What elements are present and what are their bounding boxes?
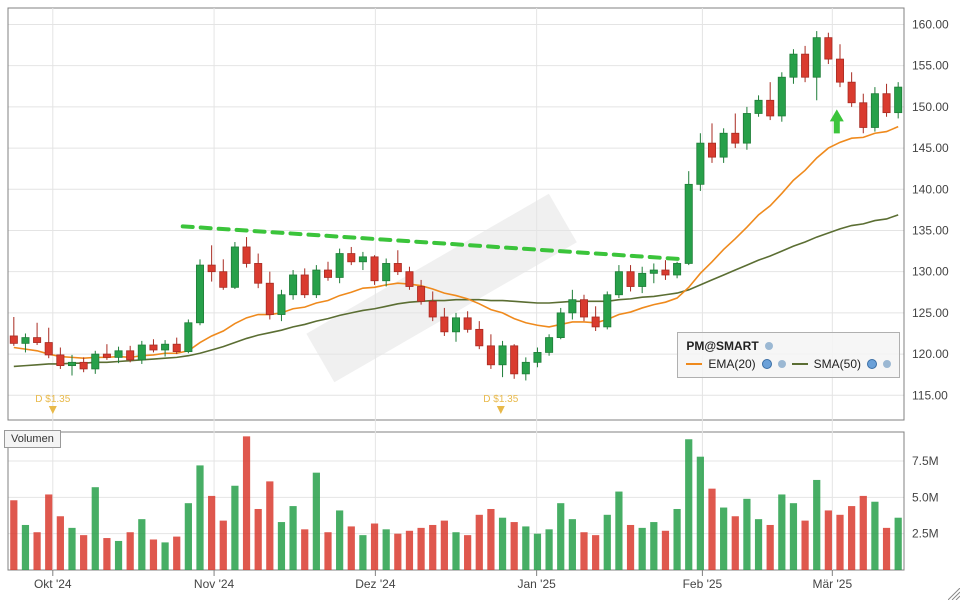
svg-text:125.00: 125.00 bbox=[912, 306, 949, 320]
svg-text:2.5M: 2.5M bbox=[912, 527, 939, 541]
svg-text:Feb '25: Feb '25 bbox=[683, 577, 723, 591]
svg-text:160.00: 160.00 bbox=[912, 17, 949, 31]
svg-text:115.00: 115.00 bbox=[912, 388, 948, 402]
legend-title: PM@SMART bbox=[686, 339, 758, 353]
legend-settings-ema-icon[interactable] bbox=[778, 360, 786, 368]
svg-text:135.00: 135.00 bbox=[912, 223, 949, 237]
svg-text:130.00: 130.00 bbox=[912, 265, 949, 279]
svg-text:Dez '24: Dez '24 bbox=[355, 577, 396, 591]
svg-text:Nov '24: Nov '24 bbox=[194, 577, 235, 591]
svg-text:150.00: 150.00 bbox=[912, 100, 949, 114]
legend-label-ema: EMA(20) bbox=[708, 357, 755, 371]
legend-toggle-sma-icon[interactable] bbox=[867, 359, 877, 369]
svg-text:Mär '25: Mär '25 bbox=[812, 577, 852, 591]
svg-text:Okt '24: Okt '24 bbox=[34, 577, 72, 591]
svg-text:5.0M: 5.0M bbox=[912, 490, 939, 504]
legend-toggle-ema-icon[interactable] bbox=[762, 359, 772, 369]
svg-text:7.5M: 7.5M bbox=[912, 454, 939, 468]
svg-text:155.00: 155.00 bbox=[912, 59, 949, 73]
svg-text:D $1.35: D $1.35 bbox=[35, 394, 70, 405]
chart-svg[interactable]: 115.00 120.00 125.00 130.00 135.00 140.00 145.… bbox=[0, 0, 960, 600]
legend-settings-icon[interactable] bbox=[765, 342, 773, 350]
legend-label-sma: SMA(50) bbox=[814, 357, 861, 371]
legend-swatch-sma bbox=[792, 363, 808, 365]
legend-box[interactable]: PM@SMART EMA(20) SMA(50) bbox=[677, 332, 900, 378]
legend-settings-sma-icon[interactable] bbox=[883, 360, 891, 368]
svg-text:120.00: 120.00 bbox=[912, 347, 949, 361]
volume-panel-label: Volumen bbox=[4, 430, 61, 448]
svg-text:140.00: 140.00 bbox=[912, 182, 949, 196]
legend-swatch-ema bbox=[686, 363, 702, 365]
resize-handle-icon[interactable] bbox=[948, 588, 960, 600]
chart-container: 115.00 120.00 125.00 130.00 135.00 140.00 145.… bbox=[0, 0, 960, 600]
svg-text:145.00: 145.00 bbox=[912, 141, 949, 155]
svg-text:Jan '25: Jan '25 bbox=[517, 577, 556, 591]
svg-text:D $1.35: D $1.35 bbox=[483, 394, 518, 405]
